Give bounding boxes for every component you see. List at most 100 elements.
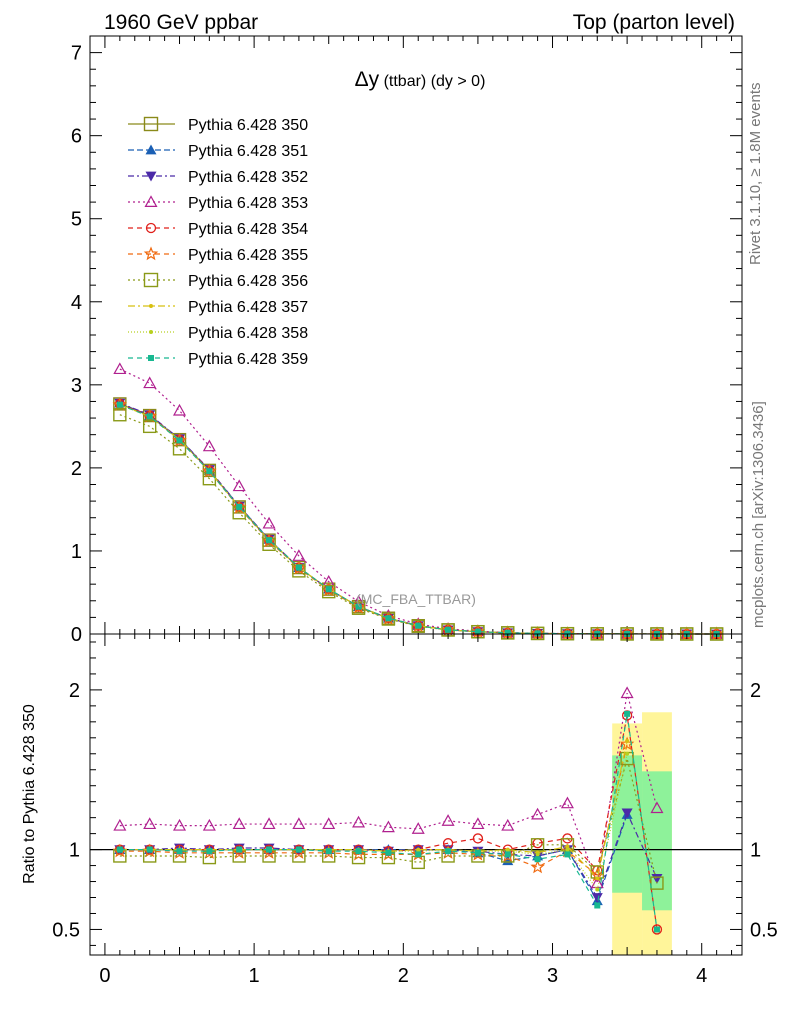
legend-entry: Pythia 6.428 359 — [128, 351, 308, 368]
legend-marker — [143, 116, 159, 132]
data-point — [236, 503, 243, 510]
side-label-mcplots: mcplots.cern.ch [arXiv:1306.3436] — [750, 401, 767, 628]
ratio-ytick-label: 1 — [69, 840, 80, 862]
analysis-watermark: (MC_FBA_TTBAR) — [356, 591, 476, 607]
main-ytick-label: 2 — [71, 458, 82, 480]
ratio-point — [504, 851, 511, 858]
uncertainty-band-green — [642, 771, 672, 911]
legend-marker — [145, 144, 157, 155]
ratio-ytick-label-right: 2 — [750, 680, 761, 702]
ratio-point — [352, 815, 366, 828]
data-point — [176, 437, 183, 444]
legend-label: Pythia 6.428 351 — [188, 143, 308, 160]
data-point — [351, 601, 366, 615]
legend-entry: Pythia 6.428 352 — [128, 169, 308, 186]
legend: Pythia 6.428 350 Pythia 6.428 351 Pythia 6… — [128, 116, 308, 368]
ratio-point — [415, 851, 422, 858]
legend-marker — [145, 222, 157, 234]
ratio-point — [351, 846, 366, 861]
legend-label: Pythia 6.428 359 — [188, 351, 308, 368]
main-title-symbol: Δy — [355, 68, 380, 91]
data-point — [142, 419, 157, 434]
legend-label: Pythia 6.428 358 — [188, 325, 308, 342]
ratio-point — [261, 845, 277, 859]
ratio-point — [620, 686, 634, 699]
ratio-point — [653, 926, 660, 933]
ratio-point — [441, 814, 455, 826]
ratio-point — [116, 846, 123, 853]
data-point — [146, 413, 153, 420]
ratio-point — [322, 817, 336, 830]
uncertainty-band-green — [612, 755, 643, 893]
ratio-point — [595, 876, 600, 881]
data-point — [113, 408, 127, 422]
ratio-line — [119, 753, 628, 891]
legend-marker — [145, 171, 157, 182]
main-title-suffix: (ttbar) (dy > 0) — [379, 73, 485, 90]
ratio-point — [113, 818, 127, 831]
legend-entry: Pythia 6.428 358 — [128, 325, 308, 342]
ratio-point — [565, 844, 570, 849]
main-ytick-label: 4 — [71, 292, 82, 314]
main-title: Δy (ttbar) (dy > 0) — [355, 68, 486, 91]
ratio-point — [440, 845, 456, 859]
side-label-rivet: Rivet 3.1.10, ≥ 1.8M events — [747, 83, 764, 266]
ratio-ylabel: Ratio to Pythia 6.428 350 — [21, 704, 38, 884]
ratio-point — [651, 924, 663, 935]
ratio-point — [143, 817, 157, 830]
ratio-point — [530, 859, 545, 874]
ratio-point — [262, 817, 276, 830]
data-point — [266, 537, 273, 544]
main-ytick-label: 3 — [71, 375, 82, 397]
ratio-ytick-label: 0.5 — [52, 919, 80, 941]
data-point — [202, 439, 216, 452]
ratio-point — [625, 739, 630, 743]
ratio-line — [119, 740, 628, 880]
data-point — [445, 626, 452, 633]
ratio-series-355 — [112, 736, 635, 882]
data-point — [385, 615, 392, 622]
data-point — [113, 362, 127, 375]
ratio-point — [231, 845, 247, 859]
legend-label: Pythia 6.428 350 — [188, 117, 308, 134]
ratio-point — [471, 817, 485, 830]
ratio-ytick-label: 2 — [69, 680, 80, 702]
xtick-label: 2 — [398, 965, 409, 987]
ratio-point — [560, 796, 574, 809]
data-point — [415, 622, 422, 629]
data-point — [206, 468, 213, 475]
ratio-point — [594, 902, 601, 909]
data-point — [534, 630, 541, 637]
legend-label: Pythia 6.428 357 — [188, 299, 308, 316]
legend-marker — [149, 304, 153, 308]
ratio-point — [381, 820, 395, 833]
legend-marker — [143, 272, 159, 288]
legend-marker — [144, 195, 158, 207]
header-right: Top (parton level) — [573, 11, 735, 34]
ratio-point — [411, 822, 425, 834]
legend-label: Pythia 6.428 353 — [188, 195, 308, 212]
data-point — [261, 533, 277, 548]
legend-label: Pythia 6.428 355 — [188, 247, 308, 264]
ratio-point — [385, 849, 392, 856]
ratio-point — [621, 808, 633, 819]
data-point — [292, 549, 306, 561]
main-plot: 0 1 2 3 4 5 6 7 Pythia 6.428 350 Pythia 6.428 351… — [71, 35, 743, 646]
ratio-point — [535, 852, 540, 857]
ratio-point — [500, 848, 516, 863]
data-point — [172, 403, 187, 416]
ratio-point — [565, 847, 570, 852]
ratio-point — [266, 846, 273, 853]
main-ytick-label: 7 — [71, 43, 82, 65]
ratio-point — [292, 817, 306, 830]
ratio-point — [325, 848, 332, 855]
xtick-label: 1 — [249, 965, 260, 987]
ratio-series-353 — [113, 686, 664, 889]
legend-entry: Pythia 6.428 354 — [128, 221, 308, 238]
ratio-ytick-label-right: 0.5 — [750, 919, 778, 941]
legend-entry: Pythia 6.428 357 — [128, 299, 308, 316]
ratio-point — [625, 751, 630, 756]
ratio-point — [534, 856, 541, 863]
legend-entry: Pythia 6.428 350 — [128, 116, 308, 134]
xtick-label: 0 — [99, 965, 110, 987]
